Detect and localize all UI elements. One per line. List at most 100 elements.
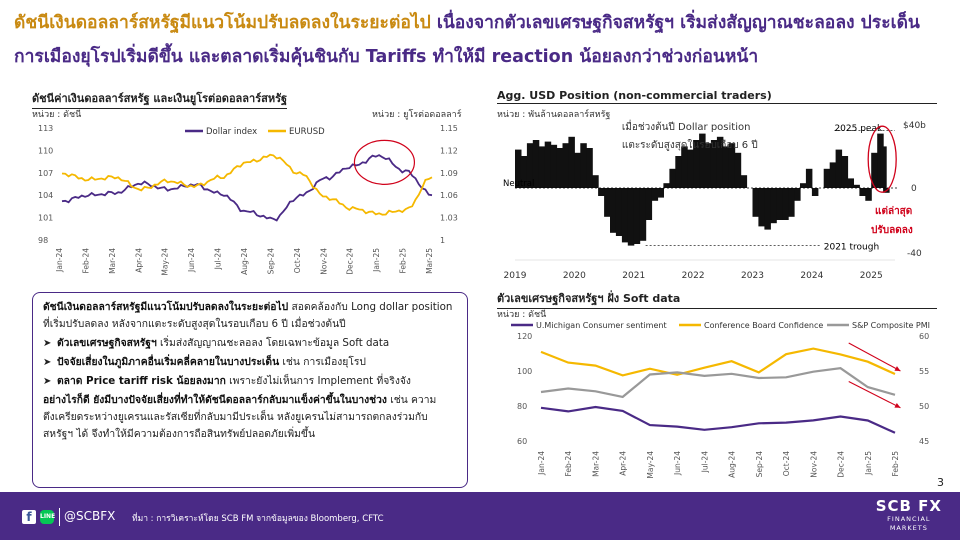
bullet-1-text: เริ่มส่งสัญญาณชะลอลง โดยเฉพาะข้อมูล Soft… [156, 337, 390, 349]
chart3-left-tick: 80 [517, 402, 527, 411]
chart2-position-bar [592, 175, 599, 188]
summary-bullet-2: ➤ ปัจจัยเสี่ยงในภูมิภาคอื่นเริ่มคลี่คลายใ… [43, 354, 457, 371]
chart3-right-tick: 55 [919, 367, 929, 376]
legend-dollar-label: Dollar index [206, 127, 257, 137]
chart2-position-bar [639, 188, 647, 241]
chart2-position-bar [669, 168, 676, 188]
chart2-x-tick: 2022 [682, 271, 705, 281]
line-icon[interactable]: LINE [40, 510, 55, 524]
chart2-position-bar [776, 188, 783, 220]
chart3-legend-label: U.Michigan Consumer sentiment [536, 321, 667, 330]
chart2-usd-position: 2019 2020 2021 2022 2023 2024 2025 $40b 0 -40 Neut… [503, 119, 926, 281]
chart2-position-bar [574, 152, 581, 188]
chart2-position-bar [770, 188, 777, 224]
chart2-x-tick: 2020 [563, 271, 586, 281]
chart1-title: ดัชนีค่าเงินดอลลาร์สหรัฐ และเงินยูโรต่อด… [32, 89, 288, 109]
footer-bar: f LINE @SCBFX ที่มา : การวิเคราะห์โดย SC… [0, 492, 960, 540]
chart1-right-tick: 1.03 [440, 214, 458, 223]
chart2-position-bar [568, 136, 575, 188]
legend-euro-label: EURUSD [289, 127, 325, 137]
chart1-x-tick: May-24 [161, 248, 170, 276]
dollar-index-line [61, 154, 433, 222]
chart1-left-tick: 110 [38, 146, 53, 155]
chart1-x-tick: Mar-25 [425, 248, 434, 274]
chart2-position-bar [657, 188, 664, 198]
summary-p2-text: เช่น ความตึงเครียดระหว่างยูเครนและรัสเซี… [43, 394, 437, 440]
chart3-left-tick: 60 [517, 437, 527, 446]
chart1-x-tick: Jun-24 [187, 248, 196, 273]
eurusd-line [61, 153, 433, 216]
chart3-legend-label: Conference Board Confidence [704, 321, 823, 330]
chart3-x-tick: Jan-25 [864, 451, 873, 476]
chart2-x-tick: 2023 [741, 271, 764, 281]
chart2-position-bar [598, 188, 605, 196]
chart2-position-bar [853, 184, 860, 188]
chart2-position-bar [627, 188, 635, 246]
bullet-2-text: เช่น การเมืองยุโรป [279, 356, 366, 368]
summary-p1-bold: ดัชนีเงินดอลลาร์สหรัฐมีแนวโน้มปรับลดลงใน… [43, 301, 289, 313]
summary-bullet-1: ➤ ตัวเลขเศรษฐกิจสหรัฐฯ เริ่มส่งสัญญาณชะลอ… [43, 335, 457, 352]
chart2-callout-circle [867, 125, 897, 193]
chart2-position-bar [526, 143, 534, 188]
chart2-position-bar [800, 183, 807, 188]
chart2-position-bar [829, 162, 837, 188]
chart2-position-bar [710, 140, 718, 188]
chart3-x-tick: Oct-24 [782, 451, 791, 476]
chart1-x-tick: Sep-24 [266, 248, 275, 275]
bullet-arrow-icon: ➤ [43, 357, 52, 368]
chart3-x-tick: May-24 [646, 451, 655, 479]
chart2-position-bar [847, 178, 854, 188]
page-number: 3 [937, 476, 944, 489]
chart2-x-tick: 2025 [860, 271, 883, 281]
chart3-arrow-head-icon [894, 402, 901, 408]
chart2-position-bar [610, 188, 617, 233]
chart3-right-tick: 60 [919, 332, 929, 341]
brand-logo-sub1: FINANCIAL [887, 515, 931, 523]
chart1-x-tick: Mar-24 [108, 248, 117, 274]
chart3-x-tick: Dec-24 [837, 451, 846, 478]
chart1-fx-index: 113 110 107 104 101 98 1.15 1.12 1.09 1.06 1.03 1 Ja… [38, 124, 458, 276]
chart1-left-tick: 107 [38, 169, 53, 178]
chart3-right-tick: 50 [919, 402, 929, 411]
chart2-position-bar [865, 188, 872, 201]
chart1-x-tick: Apr-24 [134, 248, 143, 273]
chart3-unit: หน่วย : ดัชนี [497, 310, 547, 320]
chart2-position-bar [651, 188, 659, 201]
social-handle[interactable]: @SCBFX [64, 509, 116, 523]
chart2-position-bar [835, 149, 843, 188]
chart3-x-tick: Nov-24 [809, 451, 818, 478]
chart2-position-bar [520, 156, 528, 188]
chart3-legend-label: S&P Composite PMI [852, 321, 930, 330]
chart2-position-bar [859, 188, 866, 196]
chart2-position-bar [794, 188, 801, 201]
umich-sentiment-line [540, 405, 896, 434]
chart2-position-bar [621, 188, 629, 243]
facebook-icon[interactable]: f [22, 510, 36, 524]
chart2-position-bar [699, 133, 706, 188]
chart2-position-bar [515, 149, 522, 188]
chart2-position-bar [663, 183, 670, 188]
chart2-position-bar [728, 143, 736, 188]
chart1-x-tick: Jul-24 [214, 248, 223, 271]
chart3-left-tick: 120 [517, 332, 532, 341]
brand-logo-main: SCB FX [875, 497, 942, 515]
chart2-position-bar [538, 146, 546, 188]
chart1-x-tick: Feb-25 [399, 248, 408, 274]
chart2-annotation-line1: เมื่อช่วงต้นปี Dollar position [622, 119, 751, 133]
chart1-callout-circle [353, 139, 416, 185]
chart2-position-bar [687, 149, 694, 188]
chart3-left-tick: 100 [517, 367, 532, 376]
bullet-2-bold: ปัจจัยเสี่ยงในภูมิภาคอื่นเริ่มคลี่คลายใน… [57, 356, 280, 368]
sp-pmi-line [540, 367, 896, 399]
chart2-position-bar [645, 188, 653, 220]
chart3-right-tick: 45 [919, 437, 929, 446]
chart2-latest-label-2: ปรับลดลง [871, 224, 913, 236]
chart2-position-bar [871, 152, 878, 188]
chart2-right-tick: $40b [903, 121, 926, 131]
summary-paragraph-2: อย่างไรก็ดี ยังมีบางปัจจัยเสี่ยงที่ทำให้… [43, 392, 457, 443]
summary-bullet-3: ➤ ตลาด Price tariff risk น้อยลงมาก เพราะย… [43, 373, 457, 390]
chart2-position-bar [580, 143, 587, 188]
chart3-x-tick: Jul-24 [700, 451, 709, 474]
chart3-trend-arrow [848, 381, 901, 409]
summary-p1-text: สอดคล้องกับ Long dollar position ที่เริ่… [43, 301, 453, 330]
